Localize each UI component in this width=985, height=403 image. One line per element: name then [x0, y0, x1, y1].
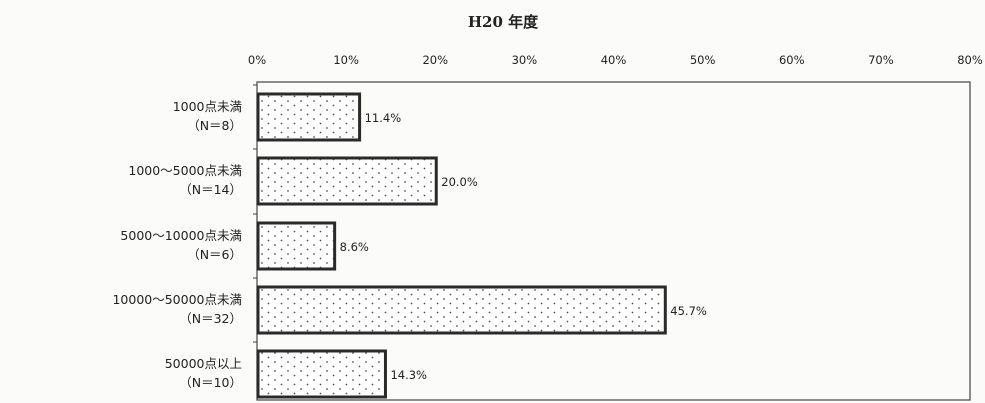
category-labels: 1000点未満 （N＝8） 1000～5000点未満 （N＝14） 5000～10000…	[112, 84, 257, 390]
x-tick-label: 60%	[779, 53, 805, 67]
bar-value-label: 8.6%	[340, 240, 369, 254]
x-tick-label: 0%	[248, 53, 266, 67]
bar	[256, 349, 387, 399]
category-count-label: （N＝10）	[179, 375, 242, 390]
chart-title: H20 年度	[468, 13, 539, 31]
bar-value-label: 11.4%	[365, 111, 402, 125]
x-tick-label: 20%	[422, 53, 448, 67]
x-tick-label: 80%	[957, 53, 983, 67]
category-count-label: （N＝6）	[187, 247, 242, 262]
bars	[256, 92, 667, 399]
x-tick-label: 10%	[333, 53, 359, 67]
category-count-label: （N＝32）	[179, 311, 242, 326]
category-label: 5000～10000点未満	[120, 228, 242, 243]
category-label: 50000点以上	[165, 356, 242, 371]
x-tick-label: 40%	[601, 53, 627, 67]
bar-value-label: 45.7%	[670, 304, 707, 318]
category-label: 1000～5000点未満	[128, 163, 242, 178]
category-label: 1000点未満	[173, 99, 242, 114]
category-label: 10000～50000点未満	[112, 292, 242, 307]
bar	[256, 221, 337, 271]
category-count-label: （N＝8）	[187, 118, 242, 133]
bar	[256, 156, 438, 206]
category-count-label: （N＝14）	[179, 182, 242, 197]
bar	[256, 285, 667, 335]
bar-value-label: 20.0%	[441, 175, 478, 189]
bar-value-label: 14.3%	[390, 368, 427, 382]
x-tick-label: 70%	[868, 53, 894, 67]
x-tick-label: 50%	[690, 53, 716, 67]
bar	[256, 92, 362, 142]
data-labels: 11.4% 20.0% 8.6% 45.7% 14.3%	[340, 111, 707, 382]
x-tick-label: 30%	[512, 53, 538, 67]
x-axis-ticks: 0% 10% 20% 30% 40% 50% 60% 70% 80%	[248, 53, 983, 67]
